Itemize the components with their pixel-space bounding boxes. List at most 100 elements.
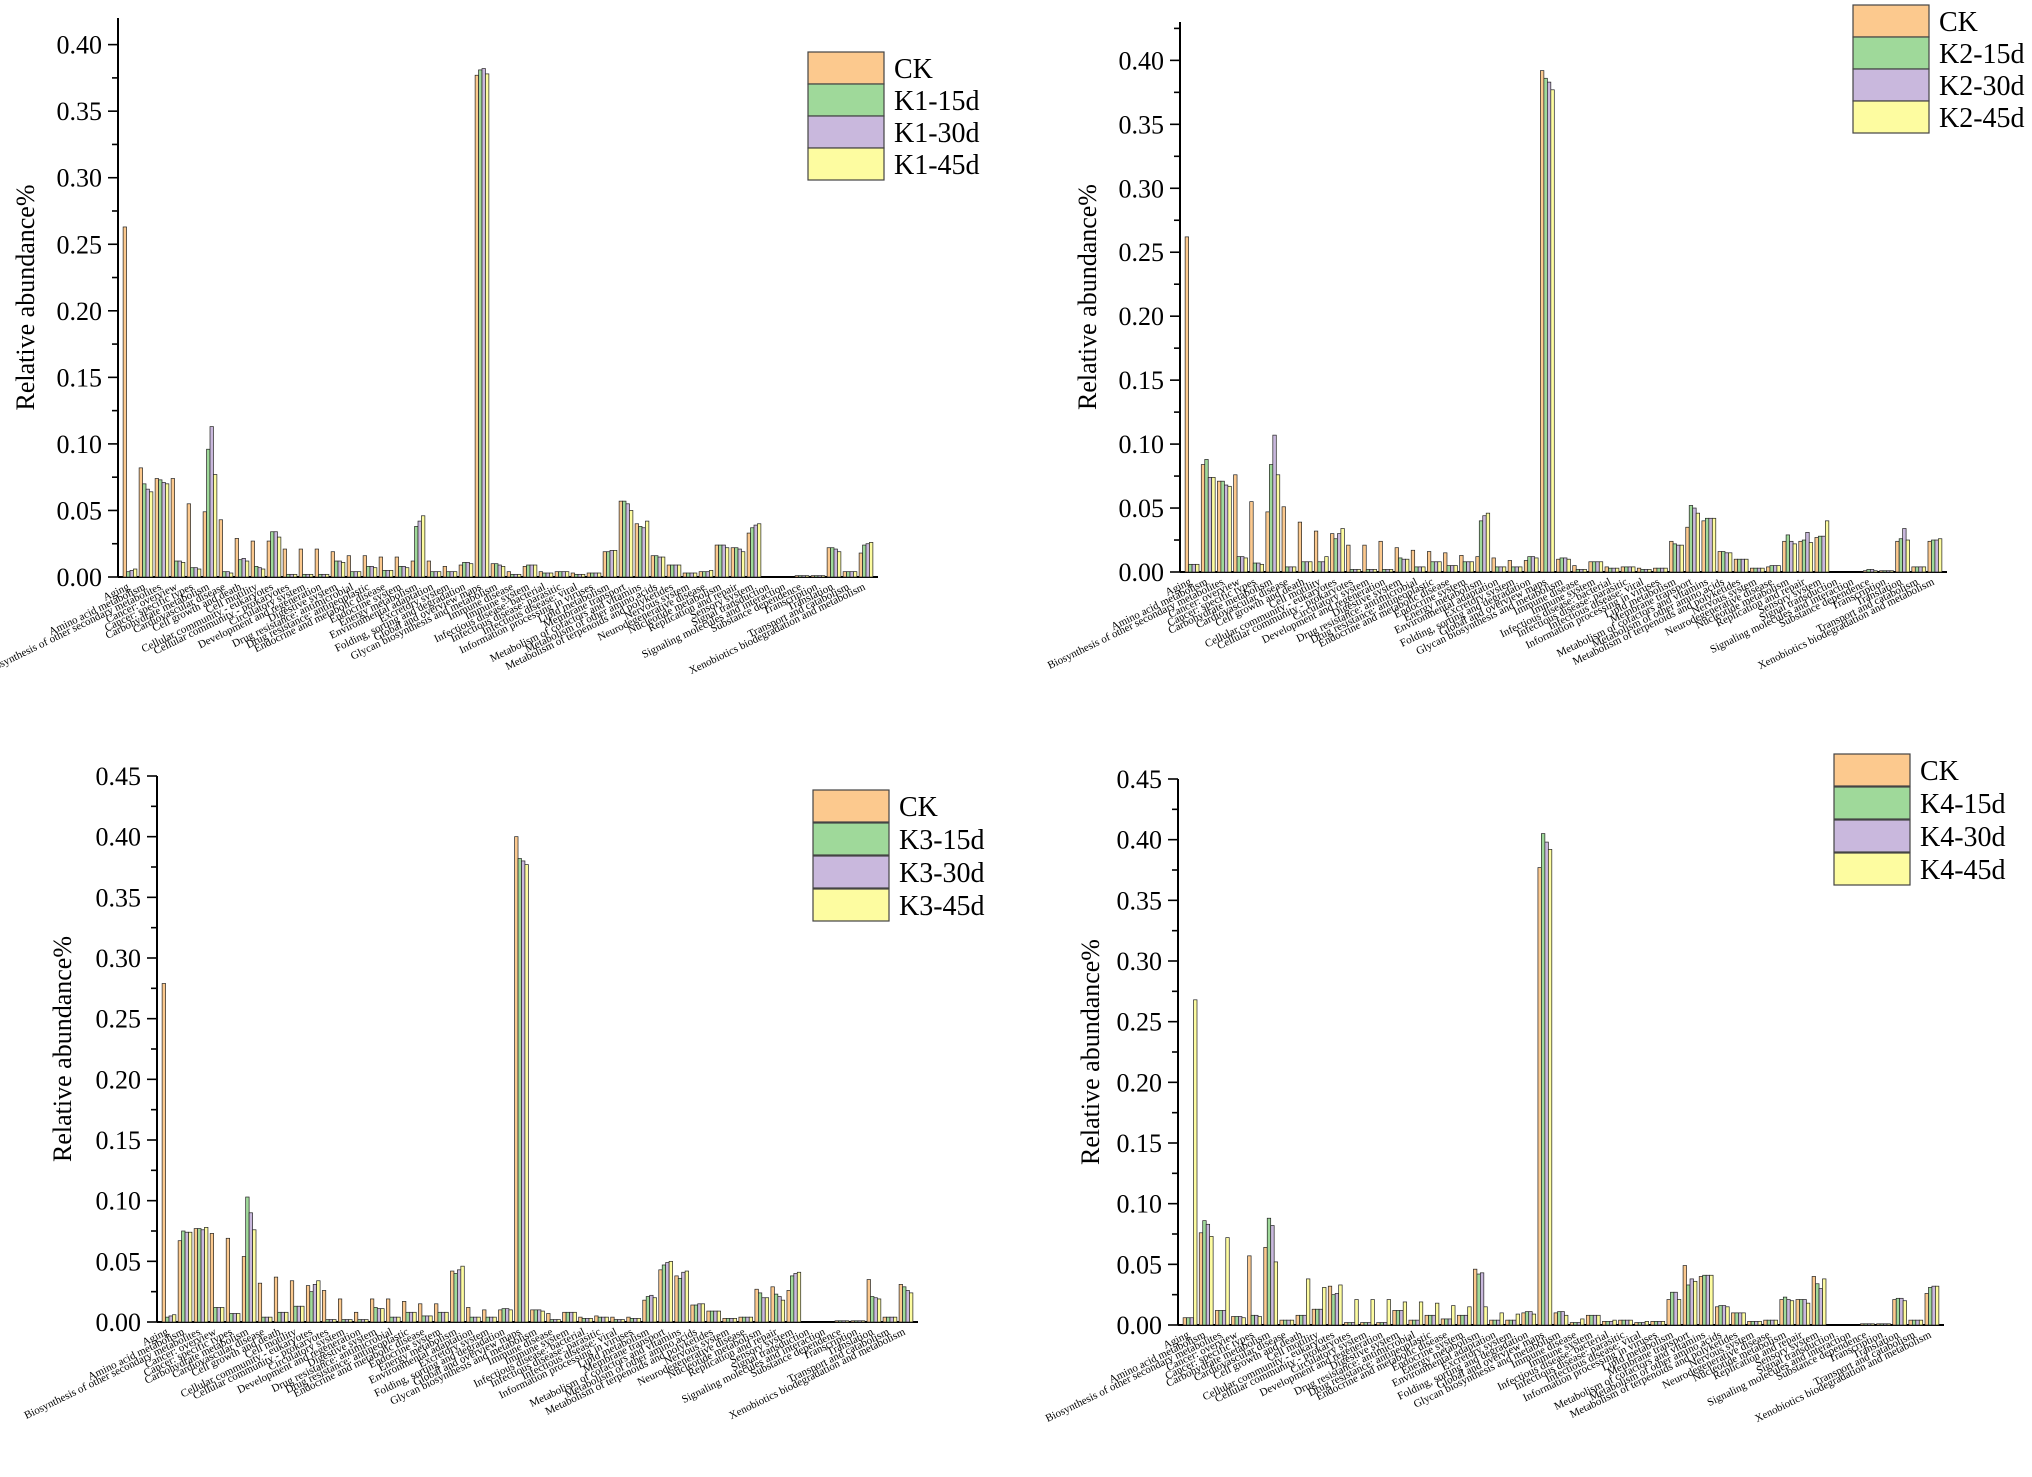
bar-4-10 (1338, 1284, 1343, 1326)
bar-2-15 (389, 1316, 394, 1323)
bar-3-10 (1337, 533, 1342, 573)
legend-swatch (1852, 36, 1930, 70)
bar-4-27 (588, 1318, 593, 1323)
bar-1-43 (834, 1320, 839, 1323)
bar-4-32 (629, 510, 634, 578)
y-tick-label: 0.30 (96, 944, 142, 973)
bar-4-5 (236, 1313, 241, 1323)
bar-4-32 (1693, 1280, 1698, 1326)
bar-3-9 (1318, 1308, 1323, 1326)
bar-4-40 (1822, 1278, 1827, 1326)
bar-1-32 (658, 1269, 663, 1323)
bar-3-25 (553, 1319, 558, 1323)
bar-4-47 (1938, 538, 1943, 573)
bar-3-36 (1756, 567, 1762, 573)
bar-3-4 (1240, 556, 1245, 573)
bar-3-1 (129, 569, 134, 578)
bar-4-17 (1453, 565, 1458, 573)
bar-1-13 (1376, 1322, 1381, 1326)
legend-label: CK (1939, 7, 1978, 38)
bar-3-17 (1447, 1318, 1452, 1326)
bar-2-16 (405, 1311, 410, 1323)
bar-2-40 (790, 1275, 795, 1323)
bar-4-29 (1647, 569, 1652, 573)
bar-3-14 (1401, 558, 1406, 573)
bar-3-44 (1883, 1323, 1888, 1326)
bar-1-23 (1540, 70, 1545, 573)
bar-1-28 (594, 1315, 599, 1323)
bar-3-44 (1886, 570, 1891, 573)
y-tick-label: 0.40 (1117, 826, 1163, 855)
bar-1-44 (1879, 570, 1884, 573)
bar-2-14 (1395, 1310, 1401, 1326)
bar-3-36 (1754, 1321, 1759, 1326)
bar-1-19 (450, 1270, 455, 1323)
bar-4-5 (1259, 563, 1264, 573)
bar-1-45 (866, 1279, 871, 1323)
bar-4-4 (1243, 557, 1248, 573)
bar-4-30 (1660, 1321, 1666, 1326)
bar-4-30 (597, 572, 602, 578)
bar-4-11 (1354, 1299, 1359, 1326)
bar-1-39 (730, 547, 735, 578)
bar-3-34 (697, 1303, 702, 1323)
bar-2-45 (1895, 1297, 1901, 1326)
bar-1-28 (1618, 1319, 1623, 1326)
bar-4-24 (1564, 1314, 1569, 1326)
bar-4-6 (1273, 1261, 1278, 1326)
bar-3-4 (177, 560, 182, 578)
bar-3-5 (1254, 1314, 1259, 1326)
bar-3-10 (312, 1284, 317, 1323)
bar-3-8 (280, 1311, 285, 1323)
y-tick-label: 0.15 (57, 363, 103, 392)
bar-1-22 (458, 564, 463, 578)
bar-2-47 (862, 544, 867, 578)
bar-3-26 (569, 1311, 574, 1323)
y-tick-label: 0.35 (96, 883, 142, 912)
bar-3-32 (1689, 1278, 1694, 1326)
bar-4-23 (524, 864, 529, 1323)
bar-2-23 (1541, 833, 1546, 1326)
bar-4-7 (268, 1316, 273, 1323)
bar-3-39 (1805, 531, 1810, 573)
bar-2-2 (142, 483, 147, 578)
bar-1-29 (610, 1316, 615, 1323)
bar-4-43 (844, 1320, 850, 1323)
bar-2-32 (1686, 1284, 1691, 1326)
chart-panel-2: 0.00 0.05 0.10 0.15 0.20 0.25 0.30 0.35 0.40 Rela… (1046, 4, 2025, 672)
bar-4-39 (780, 1299, 786, 1323)
bar-4-44 (821, 575, 826, 578)
bar-2-29 (1640, 569, 1645, 573)
bar-2-4 (213, 1307, 218, 1323)
bar-4-28 (1631, 566, 1636, 573)
bar-1-9 (250, 540, 255, 578)
bar-3-5 (1256, 562, 1261, 573)
bar-2-43 (1866, 569, 1871, 573)
bar-3-46 (849, 571, 854, 578)
bar-1-26 (1585, 1314, 1591, 1326)
bar-2-36 (1750, 1321, 1755, 1326)
bar-3-40 (1818, 1288, 1823, 1326)
bar-4-26 (533, 564, 538, 578)
bar-1-36 (722, 1318, 727, 1323)
bar-4-43 (1873, 570, 1878, 573)
bar-2-46 (886, 1316, 891, 1323)
bar-3-47 (1931, 1285, 1936, 1326)
bar-4-1 (1195, 563, 1200, 573)
y-tick-label: 0.20 (57, 297, 103, 326)
bar-1-26 (1588, 561, 1593, 573)
bar-2-3 (158, 479, 163, 578)
bar-4-39 (1808, 542, 1814, 573)
bar-4-27 (1612, 1319, 1617, 1326)
bar-2-19 (414, 526, 419, 578)
bar-2-4 (1236, 556, 1241, 573)
legend-swatch (1833, 786, 1911, 820)
bar-2-21 (446, 571, 451, 578)
bar-2-1 (1188, 563, 1193, 573)
bar-3-20 (1496, 1319, 1501, 1326)
y-tick-label: 0.25 (57, 230, 103, 259)
bar-1-4 (1233, 474, 1238, 573)
bar-1-40 (786, 1290, 791, 1323)
bar-2-18 (1460, 1314, 1465, 1326)
bar-3-29 (577, 573, 582, 578)
